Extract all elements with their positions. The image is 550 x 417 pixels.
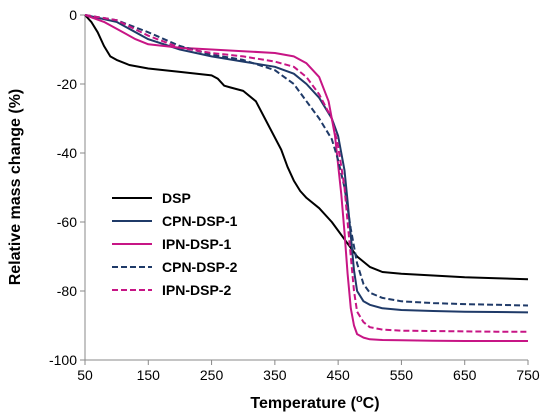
x-axis-title: Temperature (oC) [250,393,379,412]
series-line-ipn-dsp-2 [84,14,528,333]
legend-label-ipn-dsp-2: IPN-DSP-2 [162,282,231,298]
y-tick-label: -20 [57,76,77,92]
x-tick-label: 650 [453,367,477,383]
legend-label-cpn-dsp-2: CPN-DSP-2 [162,259,238,275]
legend-label-cpn-dsp-1: CPN-DSP-1 [162,213,238,229]
legend-label-ipn-dsp-1: IPN-DSP-1 [162,236,231,252]
series-layer [84,14,529,342]
legend: DSP CPN-DSP-1 IPN-DSP-1 CPN-DSP-2 IPN-DSP-2 [112,190,238,298]
series-line-ipn-dsp-1 [84,14,528,342]
series-line-cpn-dsp-1 [84,14,529,314]
y-tick-label: -60 [57,214,77,230]
axes: 50 150 250 350 450 550 650 750 0 -20 -40 -60 -80 -100 [49,7,540,383]
x-tick-label: 350 [263,367,287,383]
x-tick-label: 450 [326,367,350,383]
x-tick-label: 750 [516,367,540,383]
y-tick-label: -80 [57,283,77,299]
series-line-dsp [84,14,529,281]
legend-label-dsp: DSP [162,190,191,206]
y-axis-title: Relative mass change (%) [7,89,24,286]
x-tick-label: 550 [390,367,414,383]
y-tick-label: 0 [69,7,77,23]
x-tick-label: 50 [77,367,93,383]
x-tick-label: 150 [137,367,161,383]
series-line-cpn-dsp-2 [84,14,529,307]
y-tick-label: -100 [49,352,77,368]
x-tick-label: 250 [200,367,224,383]
y-tick-label: -40 [57,145,77,161]
